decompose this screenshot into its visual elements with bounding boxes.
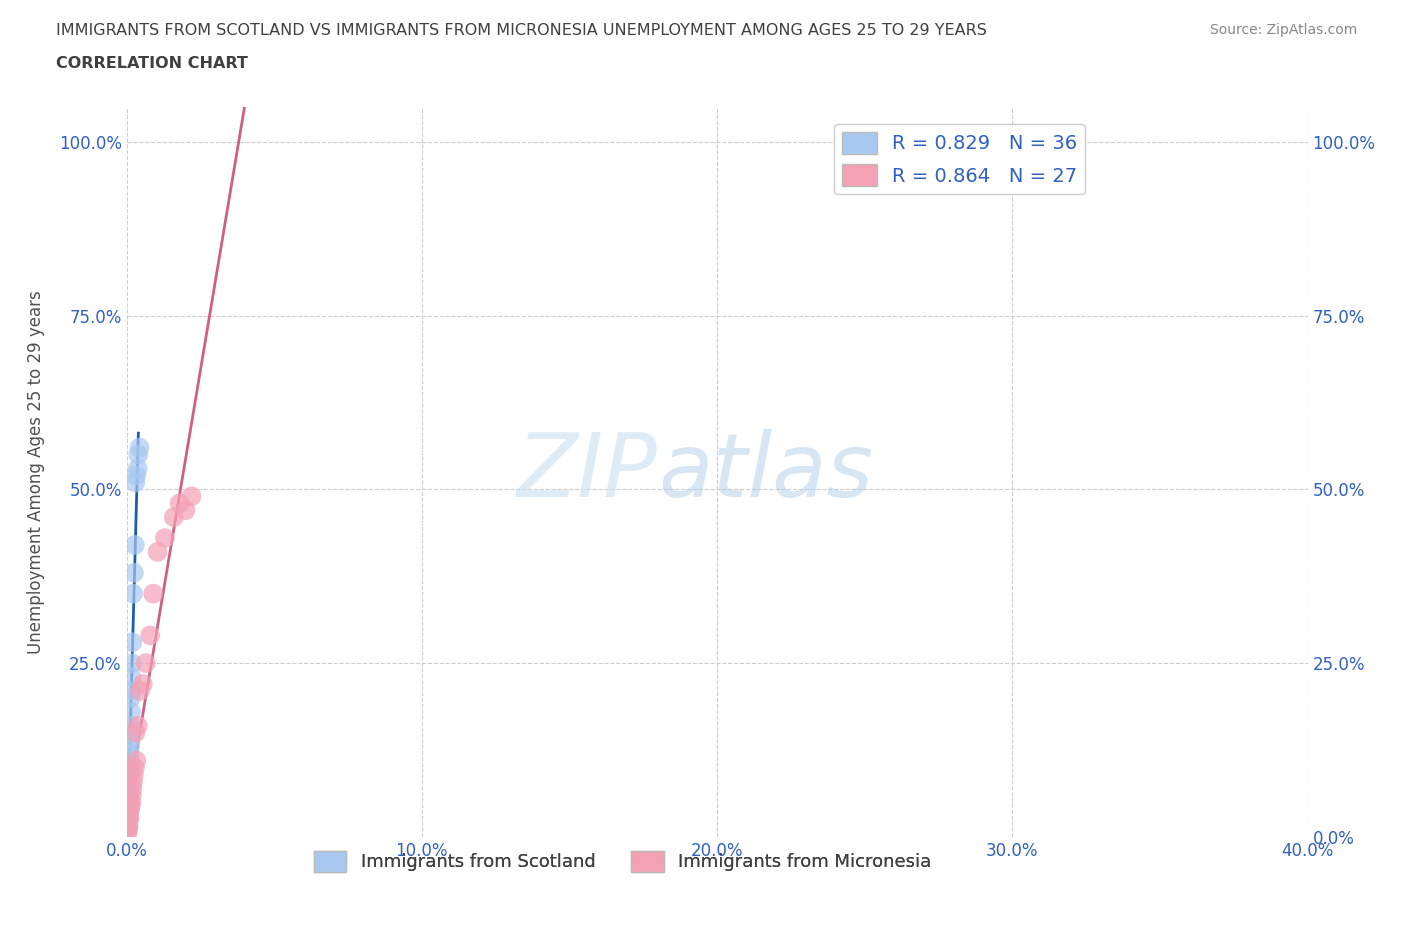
Point <box>117 816 139 830</box>
Point <box>120 718 142 733</box>
Point <box>120 704 142 719</box>
Point <box>169 496 191 511</box>
Point <box>120 725 142 740</box>
Point <box>124 760 146 775</box>
Point <box>127 447 149 462</box>
Point <box>118 764 141 778</box>
Point <box>153 531 176 546</box>
Point <box>118 767 141 782</box>
Point <box>135 656 157 671</box>
Point <box>120 690 142 705</box>
Point <box>125 468 148 483</box>
Point <box>117 795 139 810</box>
Point <box>117 812 139 827</box>
Point <box>118 760 141 775</box>
Point <box>121 781 143 796</box>
Point <box>128 684 150 698</box>
Point <box>128 440 150 455</box>
Point <box>127 461 149 476</box>
Point <box>118 753 141 768</box>
Point <box>124 475 146 490</box>
Text: IMMIGRANTS FROM SCOTLAND VS IMMIGRANTS FROM MICRONESIA UNEMPLOYMENT AMONG AGES 2: IMMIGRANTS FROM SCOTLAND VS IMMIGRANTS F… <box>56 23 987 38</box>
Point <box>117 788 139 803</box>
Point <box>124 538 146 552</box>
Point <box>121 670 143 684</box>
Point <box>118 774 141 789</box>
Point <box>163 510 186 525</box>
Point <box>117 802 139 817</box>
Point <box>121 788 143 803</box>
Point <box>125 753 148 768</box>
Point <box>122 767 145 782</box>
Point <box>174 503 197 518</box>
Point <box>127 718 149 733</box>
Point <box>122 565 145 580</box>
Point <box>120 739 142 754</box>
Point <box>117 819 139 834</box>
Point <box>142 586 165 601</box>
Text: CORRELATION CHART: CORRELATION CHART <box>56 56 247 71</box>
Point <box>118 746 141 761</box>
Point <box>117 798 139 813</box>
Point <box>118 781 141 796</box>
Point <box>121 656 143 671</box>
Point <box>146 544 169 559</box>
Text: ZIP: ZIP <box>517 429 658 515</box>
Point <box>132 677 155 692</box>
Point <box>180 489 202 504</box>
Point <box>118 777 141 792</box>
Point <box>117 809 139 824</box>
Text: Source: ZipAtlas.com: Source: ZipAtlas.com <box>1209 23 1357 37</box>
Point <box>120 732 142 747</box>
Point <box>118 812 141 827</box>
Point <box>117 791 139 806</box>
Point <box>115 823 138 838</box>
Legend: Immigrants from Scotland, Immigrants from Micronesia: Immigrants from Scotland, Immigrants fro… <box>307 844 939 879</box>
Point <box>120 798 142 813</box>
Point <box>118 809 141 824</box>
Point <box>122 586 145 601</box>
Y-axis label: Unemployment Among Ages 25 to 29 years: Unemployment Among Ages 25 to 29 years <box>27 290 45 654</box>
Point <box>117 823 139 838</box>
Point <box>120 802 142 817</box>
Point <box>120 795 142 810</box>
Point <box>139 628 162 643</box>
Point <box>121 635 143 650</box>
Point <box>117 819 139 834</box>
Point <box>120 684 142 698</box>
Point <box>124 725 146 740</box>
Point <box>122 774 145 789</box>
Point <box>117 826 139 841</box>
Text: atlas: atlas <box>658 429 873 515</box>
